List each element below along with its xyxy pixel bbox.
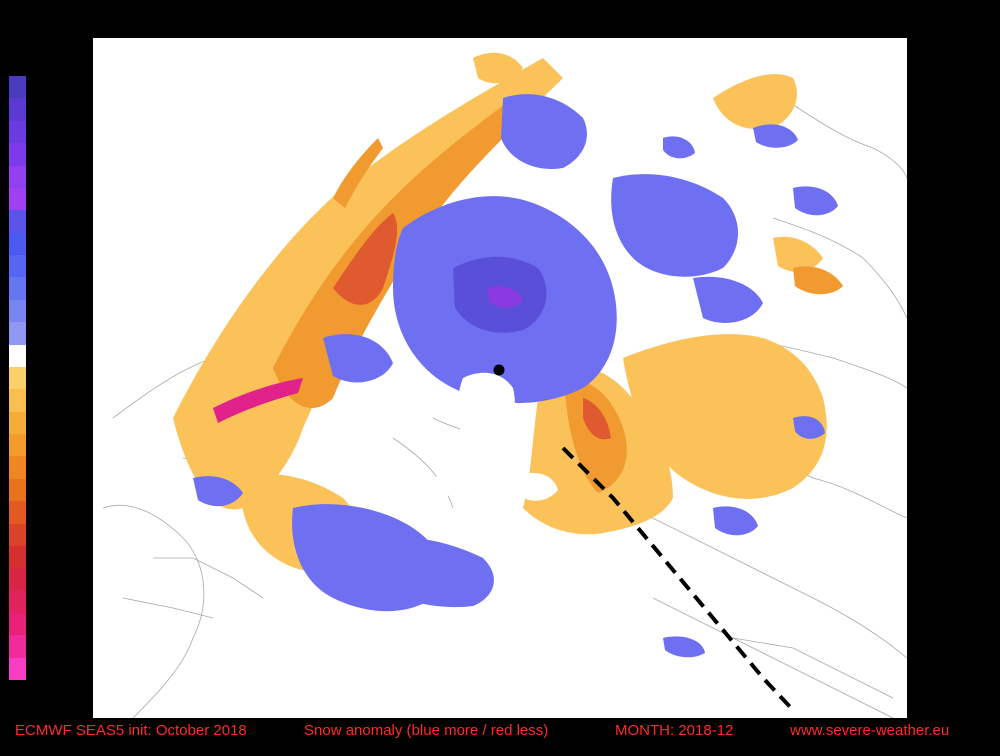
legend-swatch bbox=[9, 232, 26, 255]
legend-swatch bbox=[9, 456, 26, 479]
legend-swatch bbox=[9, 657, 26, 681]
snow-anomaly-map bbox=[102, 52, 907, 718]
snow-surplus-areas bbox=[193, 94, 838, 658]
legend-swatch bbox=[9, 523, 26, 546]
deficit-europe bbox=[623, 334, 827, 499]
no-anomaly-areas bbox=[423, 196, 598, 501]
legend-swatch bbox=[9, 143, 26, 166]
legend-swatch bbox=[9, 98, 26, 121]
color-scale-legend bbox=[9, 76, 26, 681]
legend-swatch bbox=[9, 568, 26, 591]
legend-swatch bbox=[9, 299, 26, 323]
legend-swatch bbox=[9, 545, 26, 569]
legend-swatch bbox=[9, 255, 26, 278]
legend-swatch bbox=[9, 501, 26, 524]
legend-swatch bbox=[9, 478, 26, 502]
map-panel bbox=[93, 38, 907, 718]
legend-swatch bbox=[9, 590, 26, 613]
legend-swatch bbox=[9, 187, 26, 211]
legend-swatch bbox=[9, 389, 26, 412]
route-line bbox=[561, 446, 795, 712]
site-link[interactable]: www.severe-weather.eu bbox=[790, 722, 950, 739]
legend-swatch bbox=[9, 76, 26, 99]
legend-swatch bbox=[9, 120, 26, 144]
legend-swatch bbox=[9, 635, 26, 658]
legend-swatch bbox=[9, 344, 26, 367]
legend-swatch bbox=[9, 165, 26, 188]
legend-swatch bbox=[9, 322, 26, 345]
legend-swatch bbox=[9, 411, 26, 434]
legend-swatch bbox=[9, 613, 26, 636]
map-title: Snow anomaly (blue more / red less) bbox=[304, 722, 549, 739]
legend-swatch bbox=[9, 277, 26, 300]
legend-swatch bbox=[9, 434, 26, 457]
legend-swatch bbox=[9, 210, 26, 233]
month-label: MONTH: 2018-12 bbox=[615, 722, 734, 739]
north-pole-marker bbox=[493, 364, 505, 376]
legend-swatch bbox=[9, 366, 26, 390]
init-label: ECMWF SEAS5 init: October 2018 bbox=[15, 722, 247, 739]
footer-caption: ECMWF SEAS5 init: October 2018 Snow anom… bbox=[0, 722, 1000, 746]
